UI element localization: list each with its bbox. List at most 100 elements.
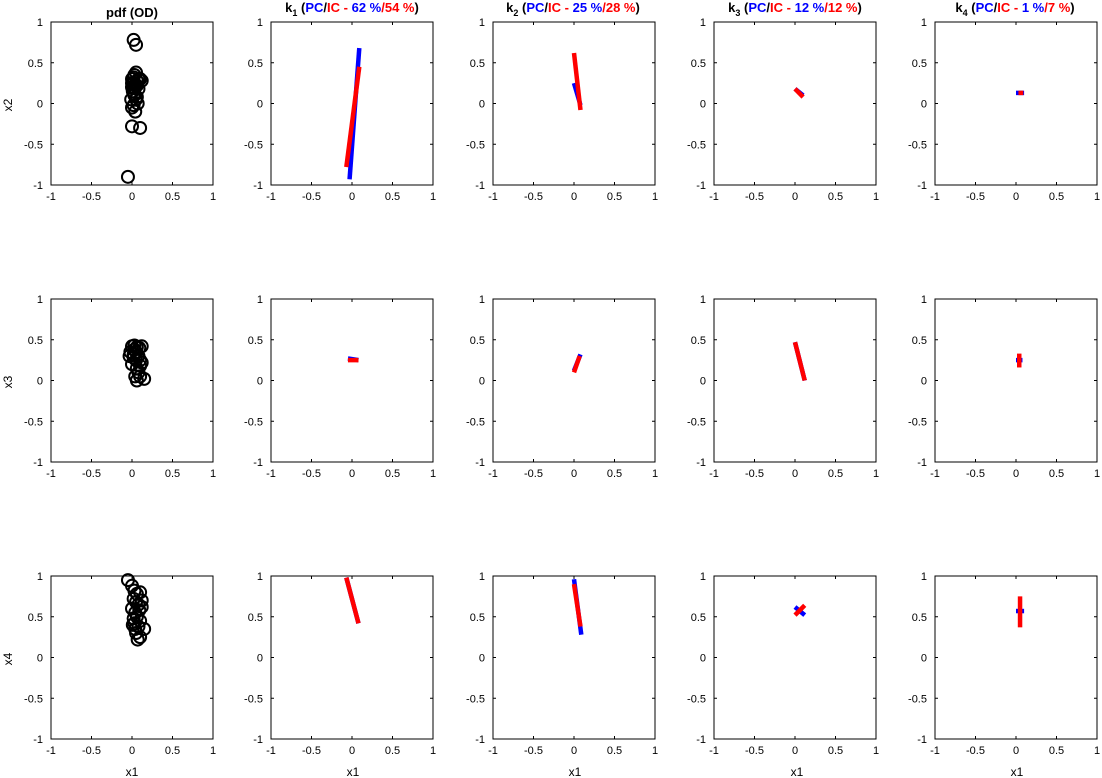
scatter-point — [133, 369, 148, 384]
ic-direction-line — [793, 87, 805, 99]
axes-box — [492, 575, 656, 740]
y-tick-label: -0.5 — [466, 139, 485, 151]
x-tick-label: 0.5 — [607, 191, 622, 203]
x-tick-label: 0.5 — [828, 745, 843, 757]
y-tick-label: -0.5 — [687, 693, 706, 705]
y-tick-label: 0 — [257, 376, 263, 388]
panel-r1-c2: -1-1 -0.5 -0.5 0 0 0.5 0.5 1 1 — [466, 294, 658, 480]
x-tick-label: -0.5 — [302, 468, 321, 480]
x-tick-label: -0.5 — [82, 191, 101, 203]
x-tick-label: 0 — [129, 191, 135, 203]
ic-direction-line — [571, 52, 583, 111]
x-tick-label: 1 — [210, 745, 216, 757]
panel-r2-c2: -1-1 -0.5 -0.5 0 0 0.5 0.5 1 1 — [466, 571, 658, 757]
x-tick-label: -1 — [266, 191, 276, 203]
ic-direction-line — [792, 341, 807, 382]
x-tick-label: 0.5 — [385, 191, 400, 203]
y-tick-label: -1 — [253, 457, 263, 469]
x-tick-label: -1 — [266, 468, 276, 480]
row-ylabel-x2: x2 — [1, 98, 15, 111]
x-tick-label: -1 — [488, 191, 498, 203]
panel-r2-c0: -1-1 -0.5 -0.5 0 0 0.5 0.5 1 1 — [24, 571, 216, 757]
x-tick-label: -0.5 — [302, 191, 321, 203]
y-tick-label: 0 — [257, 653, 263, 665]
x-tick-label: 1 — [1094, 468, 1100, 480]
x-tick-label: 0.5 — [828, 468, 843, 480]
y-tick-label: 0.5 — [28, 58, 43, 70]
axes-box — [492, 298, 656, 463]
panel-r0-c1: -1-1 -0.5 -0.5 0 0 0.5 0.5 1 1 — [244, 17, 436, 203]
col-title-k3: k3 (PC/IC - 12 %/12 %) — [728, 0, 862, 18]
scatter-point — [127, 67, 142, 82]
y-tick-label: 0.5 — [248, 612, 263, 624]
x-tick-label: 0 — [1013, 468, 1019, 480]
axes-box — [934, 298, 1098, 463]
x-tick-label: 0.5 — [607, 468, 622, 480]
x-tick-label: 0 — [571, 745, 577, 757]
row-ylabel-x4: x4 — [1, 652, 15, 665]
y-tick-label: 0 — [700, 376, 706, 388]
scatter-point — [129, 353, 144, 368]
y-tick-label: -1 — [33, 734, 43, 746]
axes-box — [934, 21, 1098, 186]
scatter-point — [128, 621, 143, 636]
axes-box — [492, 21, 656, 186]
y-tick-label: 1 — [700, 571, 706, 583]
y-tick-label: 0.5 — [248, 58, 263, 70]
y-tick-label: 0 — [479, 653, 485, 665]
x-tick-label: 0.5 — [165, 468, 180, 480]
scatter-point — [134, 593, 149, 608]
axes-box — [713, 21, 877, 186]
scatter-point — [125, 119, 139, 134]
y-tick-label: -1 — [917, 734, 927, 746]
x-tick-label: 0 — [349, 191, 355, 203]
y-tick-label: 0.5 — [470, 612, 485, 624]
x-tick-label: -0.5 — [82, 745, 101, 757]
panel-r2-c3: -1-1 -0.5 -0.5 0 0 0.5 0.5 1 1 — [687, 571, 879, 757]
y-tick-label: 0 — [37, 376, 43, 388]
x-tick-label: -1 — [930, 745, 940, 757]
x-tick-label: 0 — [349, 468, 355, 480]
y-tick-label: 1 — [479, 571, 485, 583]
y-tick-label: 0 — [479, 376, 485, 388]
x-tick-label: 1 — [210, 468, 216, 480]
x-tick-label: -0.5 — [524, 191, 543, 203]
x-tick-label: 0.5 — [1049, 468, 1064, 480]
y-tick-label: 0.5 — [28, 612, 43, 624]
y-tick-label: 0 — [37, 653, 43, 665]
y-tick-label: -0.5 — [24, 416, 43, 428]
scatter-point — [128, 104, 143, 119]
x-tick-label: 0 — [1013, 191, 1019, 203]
x-tick-label: 0 — [792, 191, 798, 203]
x-tick-label: -0.5 — [745, 745, 764, 757]
y-tick-label: -1 — [475, 734, 485, 746]
x-tick-label: -0.5 — [966, 191, 985, 203]
k2-subscript: 2 — [513, 8, 518, 18]
y-tick-label: 0.5 — [691, 58, 706, 70]
y-tick-label: -0.5 — [24, 693, 43, 705]
panel-r0-c3: -1-1 -0.5 -0.5 0 0 0.5 0.5 1 1 — [687, 17, 879, 203]
x-tick-label: 0 — [129, 468, 135, 480]
y-tick-label: 0.5 — [691, 335, 706, 347]
y-tick-label: 1 — [479, 17, 485, 29]
y-tick-label: 0.5 — [248, 335, 263, 347]
y-tick-label: 1 — [257, 294, 263, 306]
axes-box — [934, 575, 1098, 740]
y-tick-label: -0.5 — [466, 693, 485, 705]
x-tick-label: 1 — [873, 468, 879, 480]
y-tick-label: 1 — [37, 571, 43, 583]
x-tick-label: 1 — [430, 191, 436, 203]
col-title-k1: k1 (PC/IC - 62 %/54 %) — [285, 0, 419, 18]
y-tick-label: -0.5 — [466, 416, 485, 428]
x-tick-label: -0.5 — [966, 745, 985, 757]
y-tick-label: 0 — [700, 653, 706, 665]
y-tick-label: 1 — [921, 17, 927, 29]
col-title-k2: k2 (PC/IC - 25 %/28 %) — [506, 0, 640, 18]
x-tick-label: -1 — [488, 745, 498, 757]
x-tick-label: -0.5 — [302, 745, 321, 757]
y-tick-label: -1 — [696, 180, 706, 192]
x-tick-label: 1 — [1094, 745, 1100, 757]
y-tick-label: 0 — [921, 376, 927, 388]
x-tick-label: -0.5 — [745, 468, 764, 480]
x-tick-label: 0 — [792, 468, 798, 480]
